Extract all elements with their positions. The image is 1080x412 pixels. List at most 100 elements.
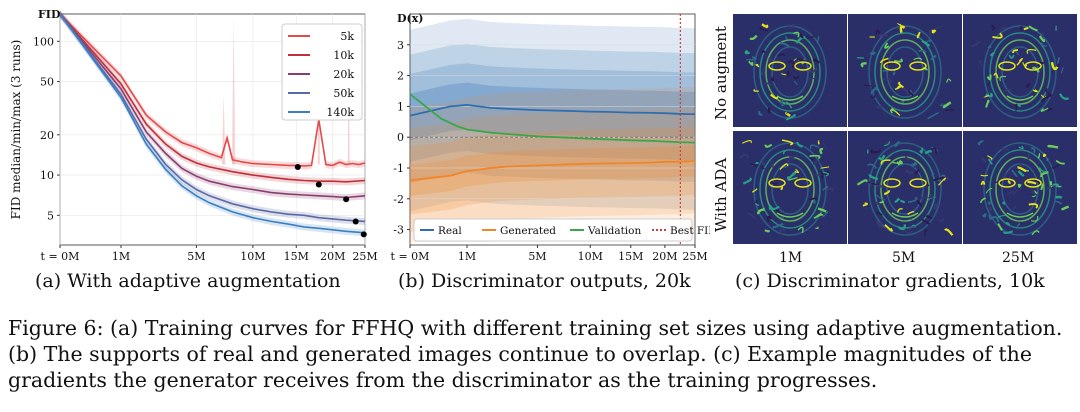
gradient-stroke xyxy=(896,159,903,165)
gradient-stroke xyxy=(758,111,763,116)
gradient-stroke xyxy=(749,163,759,167)
gradient-stroke xyxy=(787,176,798,181)
gradient-stroke xyxy=(769,163,774,169)
gradient-stroke xyxy=(1019,25,1023,30)
gradient-stroke xyxy=(883,78,892,85)
gradient-stroke xyxy=(1018,145,1024,150)
best-fid-marker xyxy=(315,181,322,188)
gradient-stroke xyxy=(748,60,754,66)
gradient-stroke xyxy=(883,190,891,196)
gradient-stroke xyxy=(900,199,906,204)
gradient-stroke xyxy=(822,185,829,191)
gradient-stroke xyxy=(788,156,795,159)
gradient-stroke xyxy=(761,166,765,170)
gradient-stroke xyxy=(934,201,939,207)
gradient-stroke xyxy=(779,163,789,170)
gradient-stroke xyxy=(876,194,886,201)
gradient-stroke xyxy=(907,196,918,204)
legend-label: Best FID xyxy=(670,225,710,237)
gradient-stroke xyxy=(786,170,797,180)
x-tick-label: 1M xyxy=(112,250,130,263)
gradient-stroke xyxy=(764,229,770,233)
gradient-stroke xyxy=(1013,205,1017,209)
gradient-stroke xyxy=(918,49,927,53)
gradient-stroke xyxy=(897,208,903,213)
gradient-stroke xyxy=(1008,54,1015,59)
caption-line: gradients the generator receives from th… xyxy=(8,368,878,392)
eye-right xyxy=(1024,178,1042,188)
gradient-stroke xyxy=(925,214,933,220)
gradient-stroke xyxy=(767,215,773,222)
best-fid-marker xyxy=(343,196,350,203)
row-label-no-augment: No augment xyxy=(712,26,730,120)
gradient-stroke xyxy=(931,146,939,152)
gradient-stroke xyxy=(999,75,1007,82)
gradient-stroke xyxy=(760,67,766,76)
gradient-stroke xyxy=(1006,190,1014,196)
legend-label: Real xyxy=(438,225,462,237)
gradient-stroke xyxy=(997,223,1003,231)
gradient-stroke xyxy=(1046,185,1057,190)
x-tick-label: 15M xyxy=(618,250,643,263)
gradient-stroke xyxy=(1059,93,1070,100)
gradient-stroke xyxy=(1012,49,1018,54)
gradient-stroke xyxy=(894,197,901,203)
gradient-stroke xyxy=(1038,167,1048,173)
x-tick-label: 5M xyxy=(528,250,546,263)
gradient-stroke xyxy=(1016,222,1021,229)
series-line-5k xyxy=(59,13,366,167)
contour xyxy=(759,32,821,112)
gradient-stroke xyxy=(905,155,910,161)
y-tick-label: 3 xyxy=(397,39,404,52)
gradient-stroke xyxy=(793,31,800,38)
best-fid-marker xyxy=(360,231,367,238)
best-fid-marker xyxy=(352,218,359,225)
plot-frame xyxy=(409,13,696,246)
y-tick-label: 20 xyxy=(40,129,54,142)
gradient-stroke xyxy=(1041,42,1047,47)
gradient-stroke xyxy=(1052,183,1060,188)
gradient-stroke xyxy=(934,25,944,30)
gradient-stroke xyxy=(946,78,952,83)
gradient-stroke xyxy=(944,228,954,236)
gradient-stroke xyxy=(1017,170,1025,177)
gradient-stroke xyxy=(997,214,1007,218)
gradient-stroke xyxy=(999,27,1006,32)
gradient-stroke xyxy=(889,109,896,114)
gradient-stroke xyxy=(1061,205,1070,211)
gradient-stroke xyxy=(991,24,996,31)
gradient-stroke xyxy=(768,55,774,62)
gradient-stroke xyxy=(884,42,890,49)
gradient-stroke xyxy=(930,54,937,61)
legend-label-10k: 10k xyxy=(333,49,354,62)
gradient-stroke xyxy=(993,72,999,79)
gradient-stroke xyxy=(1055,195,1063,199)
gradient-stroke xyxy=(779,99,786,104)
gradient-stroke xyxy=(980,157,987,163)
mouth xyxy=(1006,95,1034,101)
gradient-stroke xyxy=(875,201,882,206)
series-line-20k xyxy=(59,13,366,199)
gradient-stroke xyxy=(768,204,774,210)
series-line-Validation xyxy=(409,93,696,144)
contour xyxy=(880,156,930,222)
x-tick-label: 15M xyxy=(284,250,309,263)
gradient-stroke xyxy=(807,77,816,83)
gradient-stroke xyxy=(780,216,784,219)
gradient-stroke xyxy=(990,51,995,57)
gradient-stroke xyxy=(781,100,787,107)
gradient-stroke xyxy=(1017,183,1022,188)
gradient-with-ada-5m xyxy=(848,131,962,244)
y-tick-label: 0 xyxy=(397,131,404,144)
gradient-stroke xyxy=(747,212,756,219)
gradient-stroke xyxy=(937,174,946,182)
gradient-stroke xyxy=(1042,153,1047,158)
contour xyxy=(989,32,1051,112)
gradient-stroke xyxy=(875,184,886,188)
y-axis-label: FID median/min/max (3 runs) xyxy=(9,40,23,220)
gradient-stroke xyxy=(939,217,945,223)
gradient-stroke xyxy=(767,107,772,114)
x-tick-label: t = 0M xyxy=(391,250,430,263)
contour xyxy=(868,142,942,236)
gradient-stroke xyxy=(809,197,818,201)
